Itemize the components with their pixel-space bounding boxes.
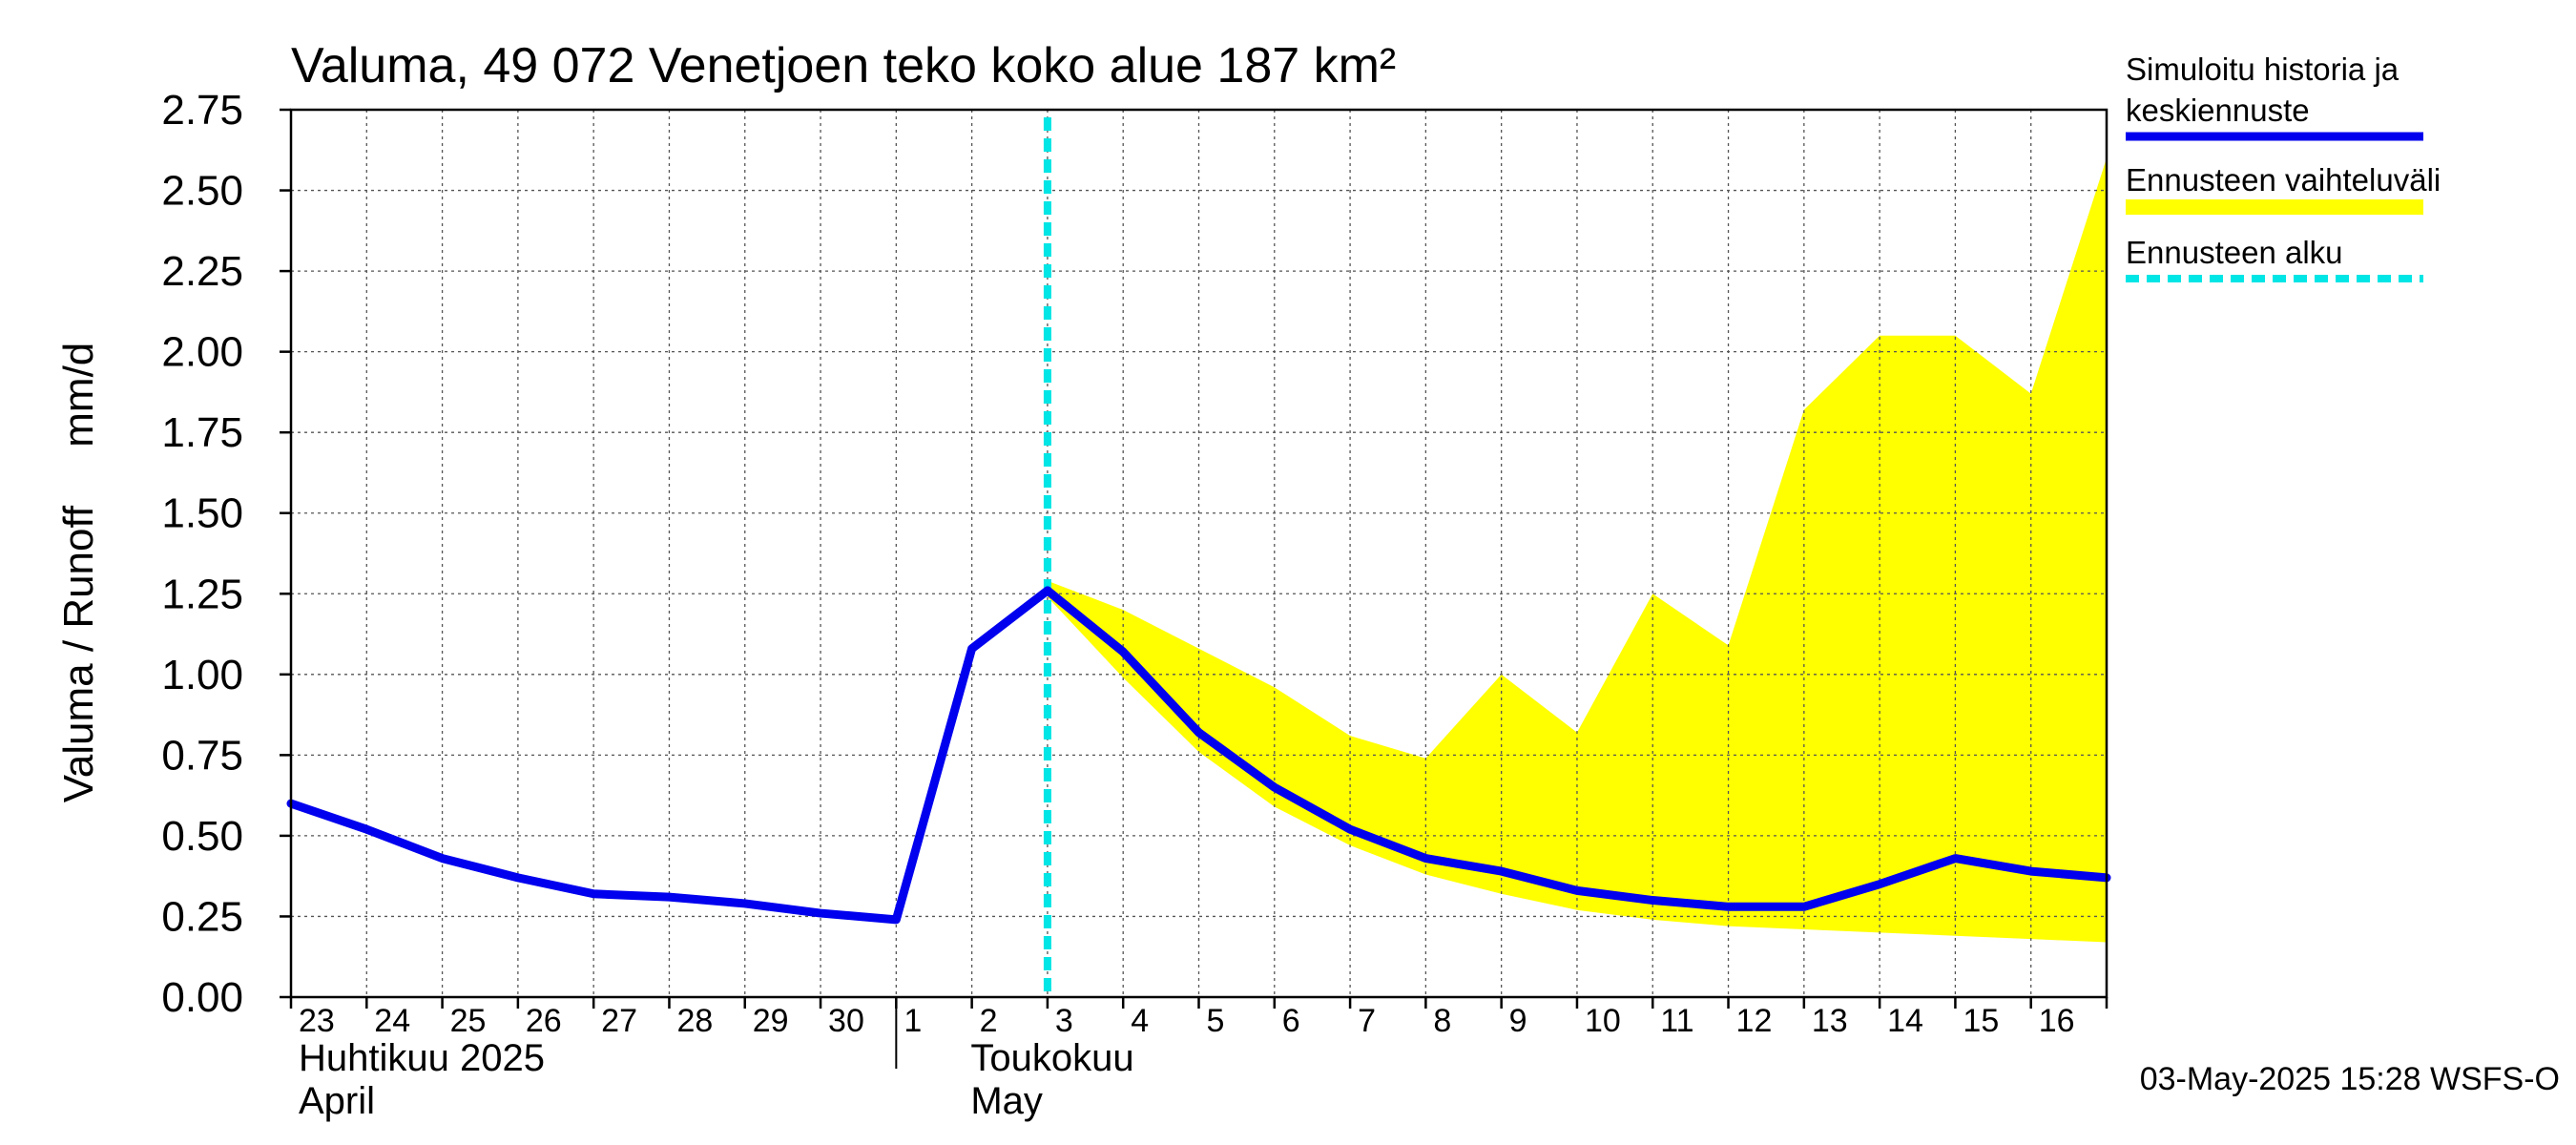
y-tick-label: 2.50 — [161, 168, 243, 215]
y-tick-label: 1.50 — [161, 490, 243, 537]
legend-label-series: Simuloitu historia ja — [2126, 52, 2399, 87]
series-line-simulated — [286, 586, 2111, 925]
x-tick-label: 2 — [980, 1003, 998, 1039]
chart-title: Valuma, 49 072 Venetjoen teko koko alue … — [291, 38, 1396, 94]
y-tick-label: 0.75 — [161, 732, 243, 779]
series-layer — [286, 586, 2111, 925]
x-tick-label: 1 — [904, 1003, 922, 1039]
x-tick-label: 16 — [2039, 1003, 2075, 1039]
x-tick-label: 13 — [1812, 1003, 1848, 1039]
grid-layer — [291, 110, 2107, 997]
legend-label-forecast-start: Ennusteen alku — [2126, 235, 2343, 270]
month-label-en: April — [299, 1080, 375, 1122]
x-tick-label: 27 — [601, 1003, 637, 1039]
y-axis-label: Valuma / Runoff mm/d — [55, 343, 102, 803]
y-tick-label: 1.25 — [161, 571, 243, 617]
x-tick-label: 15 — [1963, 1003, 1999, 1039]
x-tick-label: 3 — [1055, 1003, 1073, 1039]
x-tick-label: 7 — [1358, 1003, 1376, 1039]
x-tick-label: 11 — [1660, 1003, 1693, 1039]
forecast-range-band — [1047, 157, 2107, 943]
x-tick-labels: 23 24 25 26 27 28 29 30 1 2 3 4 5 6 7 8 9 10 11 12 13 14 15 16 — [299, 1003, 2075, 1039]
x-tick-label: 10 — [1585, 1003, 1621, 1039]
month-label-en: May — [970, 1080, 1043, 1122]
x-tick-label: 25 — [450, 1003, 487, 1039]
x-tick-label: 24 — [374, 1003, 410, 1039]
x-tick-label: 6 — [1282, 1003, 1300, 1039]
y-tick-label: 1.75 — [161, 409, 243, 456]
x-tick-label: 26 — [526, 1003, 562, 1039]
x-tick-label: 29 — [753, 1003, 789, 1039]
x-tick-label: 5 — [1207, 1003, 1225, 1039]
axes-layer — [280, 108, 2109, 1069]
x-tick-label: 14 — [1887, 1003, 1923, 1039]
y-tick-label: 2.75 — [161, 87, 243, 134]
legend-label-band: Ennusteen vaihteluväli — [2126, 162, 2441, 198]
legend: Simuloitu historia ja keskiennuste Ennuste… — [2126, 52, 2441, 282]
y-tick-labels: 0.00 0.25 0.50 0.75 1.00 1.25 1.50 1.75 2.00 2.25… — [161, 87, 243, 1021]
x-tick-label: 4 — [1131, 1003, 1149, 1039]
x-tick-label: 9 — [1509, 1003, 1527, 1039]
month-label-fi: Huhtikuu 2025 — [299, 1037, 545, 1079]
y-tick-label: 2.00 — [161, 329, 243, 376]
y-tick-label: 1.00 — [161, 652, 243, 698]
y-tick-label: 2.25 — [161, 248, 243, 295]
y-tick-label: 0.25 — [161, 893, 243, 940]
forecast-band-layer — [1047, 157, 2107, 943]
x-tick-label: 23 — [299, 1003, 335, 1039]
x-tick-label: 12 — [1736, 1003, 1773, 1039]
x-tick-label: 30 — [828, 1003, 864, 1039]
legend-swatch-band — [2126, 199, 2423, 215]
y-tick-label: 0.00 — [161, 974, 243, 1021]
x-tick-label: 8 — [1433, 1003, 1451, 1039]
x-tick-label: 28 — [676, 1003, 713, 1039]
legend-label-series: keskiennuste — [2126, 93, 2310, 128]
month-label-fi: Toukokuu — [970, 1037, 1133, 1079]
timestamp-footer: 03-May-2025 15:28 WSFS-O — [2140, 1061, 2560, 1097]
y-tick-label: 0.50 — [161, 813, 243, 860]
